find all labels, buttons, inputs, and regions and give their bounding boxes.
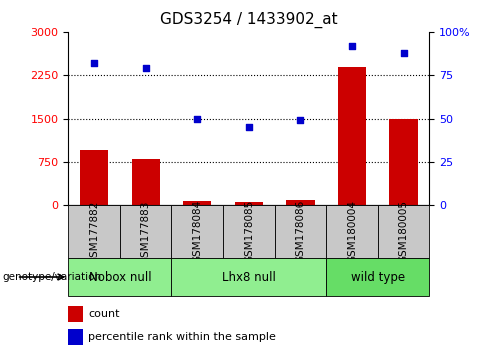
Bar [326,205,378,258]
Bar [68,329,83,345]
Bar [223,205,275,258]
Point [297,118,305,123]
Text: count: count [88,309,120,319]
Point [193,116,201,121]
Text: wild type: wild type [351,270,405,284]
Point [348,43,356,48]
Text: GSM177883: GSM177883 [141,200,151,264]
Bar [235,202,263,205]
Bar [326,258,429,296]
Bar [171,205,223,258]
Title: GDS3254 / 1433902_at: GDS3254 / 1433902_at [160,12,338,28]
Bar [183,201,211,205]
Point [90,60,98,66]
Text: GSM177882: GSM177882 [89,200,99,264]
Bar [132,159,160,205]
Text: GSM178085: GSM178085 [244,200,254,263]
Text: GSM178086: GSM178086 [295,200,305,263]
Text: Nobox null: Nobox null [89,270,151,284]
Point [400,50,407,56]
Bar [68,306,83,321]
Bar [171,258,326,296]
Bar [80,150,108,205]
Bar [68,205,120,258]
Bar [338,67,366,205]
Bar [389,119,418,205]
Bar [120,205,171,258]
Bar [378,205,429,258]
Text: GSM178084: GSM178084 [192,200,203,263]
Text: GSM180004: GSM180004 [347,200,357,263]
Bar [68,258,171,296]
Bar [275,205,326,258]
Point [245,125,253,130]
Text: genotype/variation: genotype/variation [2,272,102,282]
Text: percentile rank within the sample: percentile rank within the sample [88,332,276,342]
Point [142,65,150,71]
Text: Lhx8 null: Lhx8 null [222,270,276,284]
Text: GSM180005: GSM180005 [399,200,408,263]
Bar [286,200,315,205]
